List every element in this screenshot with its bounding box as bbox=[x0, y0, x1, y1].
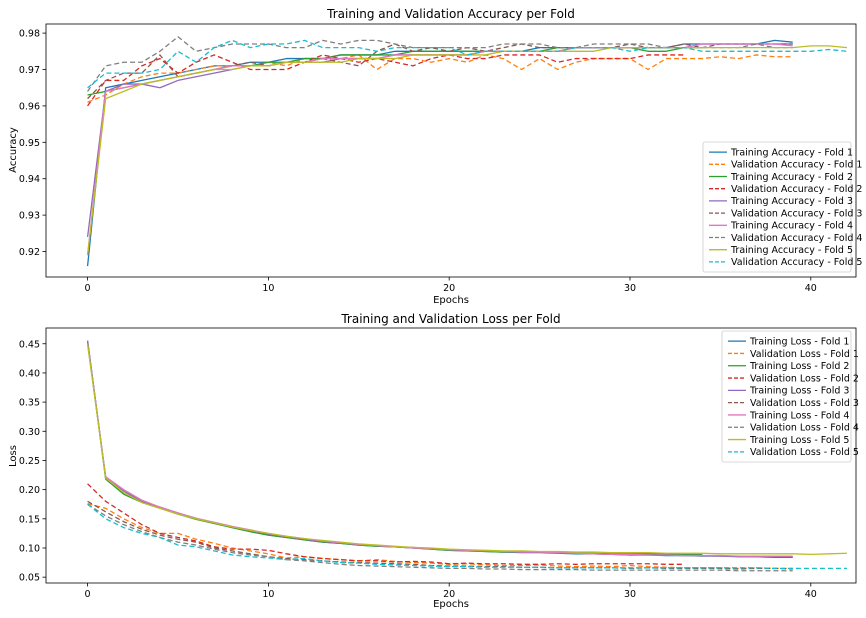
loss-legend-label-1: Training Loss - Fold 1 bbox=[749, 336, 849, 347]
accuracy-chart: Training and Validation Accuracy per Fol… bbox=[8, 7, 862, 306]
loss-plot-frame bbox=[45, 327, 857, 584]
accuracy-x-axis-label: Epochs bbox=[433, 295, 469, 306]
accuracy-y-tick-label: 0.96 bbox=[19, 101, 40, 112]
accuracy-legend-box bbox=[702, 141, 852, 273]
accuracy-y-tick-label: 0.98 bbox=[19, 29, 40, 40]
loss-series-line-1 bbox=[86, 340, 793, 558]
accuracy-series-line-7 bbox=[86, 43, 793, 256]
loss-series-group bbox=[86, 340, 847, 572]
accuracy-legend-label-4: Validation Accuracy - Fold 2 bbox=[731, 184, 862, 195]
loss-legend-label-3: Training Loss - Fold 2 bbox=[749, 361, 849, 372]
accuracy-legend: Training Accuracy - Fold 1 Validation Acc… bbox=[702, 141, 862, 273]
accuracy-legend-label-7: Training Accuracy - Fold 4 bbox=[730, 221, 853, 232]
loss-series-line-10 bbox=[87, 503, 847, 570]
accuracy-x-tick-label: 10 bbox=[262, 283, 274, 294]
loss-series-line-4 bbox=[87, 483, 685, 565]
accuracy-y-tick-label: 0.92 bbox=[19, 247, 40, 258]
loss-legend-box bbox=[721, 330, 852, 463]
loss-legend-label-7: Training Loss - Fold 4 bbox=[749, 410, 849, 421]
loss-x-tick-label: 10 bbox=[262, 589, 274, 600]
accuracy-x-tick-label: 30 bbox=[624, 283, 636, 294]
accuracy-legend-label-2: Validation Accuracy - Fold 1 bbox=[731, 160, 862, 171]
loss-legend: Training Loss - Fold 1 Validation Loss - … bbox=[721, 330, 859, 463]
loss-legend-label-6: Validation Loss - Fold 3 bbox=[750, 398, 859, 409]
accuracy-x-tick-label: 0 bbox=[85, 283, 91, 294]
accuracy-plot-frame bbox=[45, 23, 857, 278]
loss-series-line-3 bbox=[86, 340, 703, 556]
loss-x-tick-label: 0 bbox=[85, 589, 91, 600]
loss-x-tick-label: 30 bbox=[624, 589, 636, 600]
accuracy-chart-title: Training and Validation Accuracy per Fol… bbox=[326, 7, 575, 21]
loss-y-tick-label: 0.20 bbox=[19, 485, 40, 496]
loss-series-line-7 bbox=[86, 343, 793, 557]
loss-legend-label-5: Training Loss - Fold 3 bbox=[749, 386, 849, 397]
loss-y-tick-label: 0.45 bbox=[19, 339, 40, 350]
loss-y-tick-label: 0.30 bbox=[19, 427, 40, 438]
accuracy-series-line-5 bbox=[86, 43, 793, 238]
loss-legend-label-2: Validation Loss - Fold 1 bbox=[750, 349, 859, 360]
loss-y-tick-label: 0.15 bbox=[19, 514, 40, 525]
accuracy-series-group bbox=[86, 36, 848, 267]
accuracy-series-line-6 bbox=[87, 43, 793, 100]
loss-y-tick-label: 0.40 bbox=[19, 368, 40, 379]
loss-y-tick-label: 0.10 bbox=[19, 543, 40, 554]
accuracy-series-line-2 bbox=[87, 54, 793, 103]
loss-legend-label-8: Validation Loss - Fold 4 bbox=[750, 423, 859, 434]
accuracy-x-tick-label: 20 bbox=[443, 283, 455, 294]
loss-x-tick-label: 20 bbox=[443, 589, 455, 600]
loss-y-axis-label: Loss bbox=[8, 445, 19, 467]
loss-y-tick-label: 0.25 bbox=[19, 456, 40, 467]
loss-series-line-9 bbox=[86, 343, 847, 556]
accuracy-legend-label-6: Validation Accuracy - Fold 3 bbox=[731, 208, 862, 219]
accuracy-y-tick-label: 0.97 bbox=[19, 65, 40, 76]
loss-x-tick-label: 40 bbox=[805, 589, 817, 600]
accuracy-series-line-4 bbox=[87, 54, 685, 107]
accuracy-x-tick-label: 40 bbox=[805, 283, 817, 294]
accuracy-y-tick-label: 0.94 bbox=[19, 174, 40, 185]
accuracy-y-tick-label: 0.95 bbox=[19, 138, 40, 149]
loss-chart-title: Training and Validation Loss per Fold bbox=[340, 312, 560, 326]
loss-series-line-2 bbox=[87, 503, 793, 570]
loss-chart: Training and Validation Loss per Fold Ep… bbox=[8, 312, 859, 610]
loss-x-axis-label: Epochs bbox=[433, 599, 469, 610]
accuracy-y-tick-label: 0.93 bbox=[19, 211, 40, 222]
loss-series-line-5 bbox=[86, 340, 793, 558]
accuracy-legend-label-10: Validation Accuracy - Fold 5 bbox=[731, 257, 862, 268]
loss-series-line-6 bbox=[87, 500, 793, 570]
loss-legend-label-10: Validation Loss - Fold 5 bbox=[750, 447, 859, 458]
accuracy-legend-label-1: Training Accuracy - Fold 1 bbox=[730, 147, 853, 158]
accuracy-legend-label-3: Training Accuracy - Fold 2 bbox=[730, 172, 853, 183]
accuracy-legend-label-9: Training Accuracy - Fold 5 bbox=[730, 245, 853, 256]
accuracy-legend-label-8: Validation Accuracy - Fold 4 bbox=[731, 233, 862, 244]
loss-y-tick-label: 0.05 bbox=[19, 573, 40, 584]
accuracy-legend-label-5: Training Accuracy - Fold 3 bbox=[730, 196, 853, 207]
loss-legend-label-9: Training Loss - Fold 5 bbox=[749, 435, 849, 446]
loss-y-tick-label: 0.35 bbox=[19, 398, 40, 409]
loss-series-line-8 bbox=[87, 503, 793, 572]
accuracy-series-line-10 bbox=[87, 39, 848, 89]
loss-legend-label-4: Validation Loss - Fold 2 bbox=[750, 373, 859, 384]
accuracy-y-axis-label: Accuracy bbox=[8, 127, 19, 173]
